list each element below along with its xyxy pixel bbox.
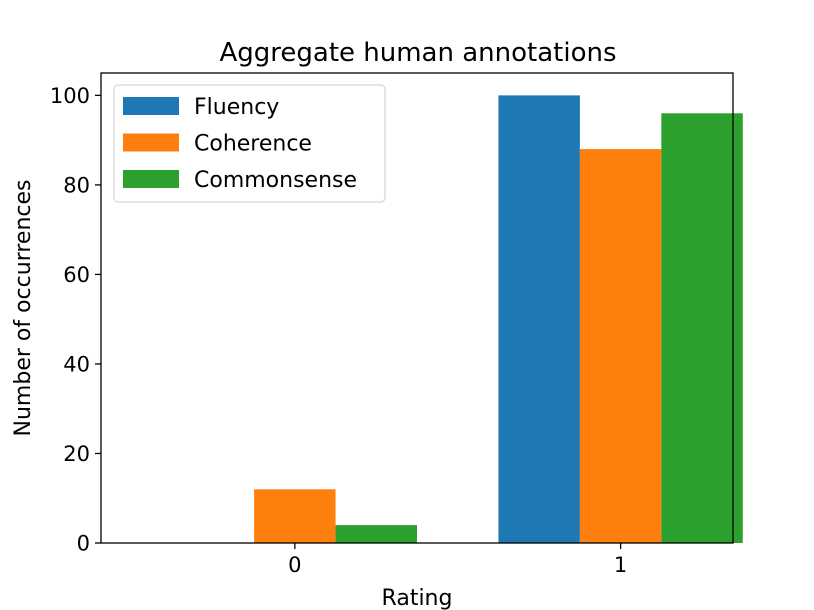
bar-coherence-0 (254, 489, 336, 543)
bar-commonsense-0 (335, 525, 417, 543)
bar-coherence-1 (579, 149, 662, 543)
legend-swatch-coherence (123, 133, 179, 152)
axes-layer: 0 20 40 60 80 100 0 1 (50, 72, 734, 577)
y-tick-label: 40 (63, 352, 90, 376)
legend-swatch-fluency (123, 97, 179, 115)
bar-commonsense-1 (661, 113, 743, 544)
axes-frame (100, 72, 734, 544)
x-tick-label: 0 (288, 553, 301, 577)
bar-fluency-1 (498, 95, 580, 543)
legend-swatch-commonsense (123, 170, 179, 188)
x-tick-label: 1 (614, 553, 627, 577)
legend: Fluency Coherence Commonsense (113, 84, 386, 203)
y-tick-label: 80 (63, 173, 90, 197)
legend-label-fluency: Fluency (194, 95, 279, 120)
y-axis-label: Number of occurrences (11, 180, 36, 437)
bars-layer (254, 95, 743, 544)
x-axis-label: Rating (382, 586, 453, 610)
y-tick-label: 20 (63, 442, 90, 466)
y-tick-label: 0 (77, 532, 90, 556)
legend-label-commonsense: Commonsense (194, 168, 357, 193)
legend-label-coherence: Coherence (194, 132, 312, 157)
chart-title: Aggregate human annotations (219, 38, 616, 68)
y-tick-label: 60 (63, 263, 90, 287)
y-tick-label: 100 (50, 84, 90, 108)
legend-box (113, 84, 386, 203)
